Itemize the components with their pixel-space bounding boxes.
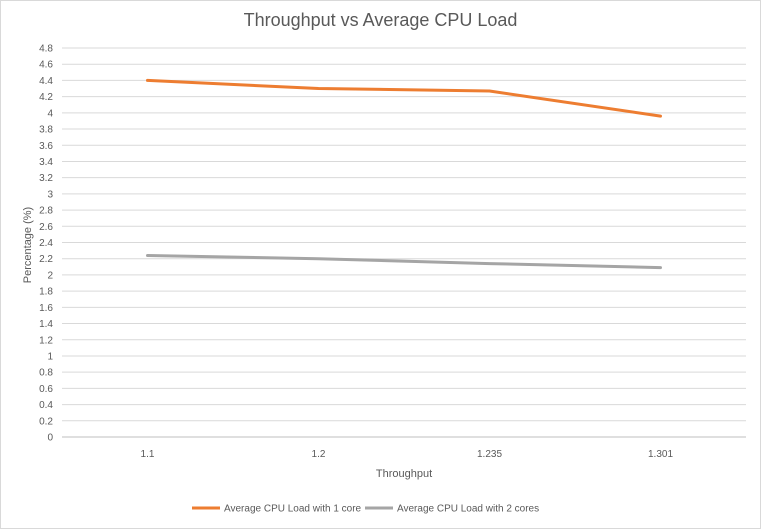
x-axis-title: Throughput bbox=[376, 468, 432, 480]
x-tick-label: 1.235 bbox=[477, 449, 502, 460]
legend-label: Average CPU Load with 2 cores bbox=[397, 504, 539, 515]
y-tick-label: 2.6 bbox=[39, 222, 53, 233]
y-tick-label: 1 bbox=[47, 351, 53, 362]
gridlines bbox=[62, 47, 746, 438]
y-tick-label: 4.6 bbox=[39, 60, 53, 71]
y-tick-label: 4.4 bbox=[39, 76, 53, 87]
y-axis-title: Percentage (%) bbox=[22, 207, 34, 283]
y-tick-label: 3.4 bbox=[39, 157, 53, 168]
y-tick-label: 4 bbox=[47, 108, 53, 119]
y-tick-label: 2 bbox=[47, 270, 53, 281]
y-tick-label: 1.2 bbox=[39, 335, 53, 346]
y-tick-label: 1.8 bbox=[39, 287, 53, 298]
y-tick-label: 3.6 bbox=[39, 141, 53, 152]
y-tick-label: 2.8 bbox=[39, 206, 53, 217]
y-tick-label: 3.2 bbox=[39, 173, 53, 184]
chart-title: Throughput vs Average CPU Load bbox=[243, 10, 518, 30]
x-axis-ticks: 1.1 1.2 1.235 1.301 bbox=[141, 449, 674, 460]
series-line-2 bbox=[146, 254, 662, 270]
y-tick-label: 0.2 bbox=[39, 416, 53, 427]
x-tick-label: 1.2 bbox=[312, 449, 326, 460]
y-tick-label: 2.4 bbox=[39, 238, 53, 249]
y-tick-label: 1.6 bbox=[39, 303, 53, 314]
y-tick-label: 4.2 bbox=[39, 92, 53, 103]
legend: Average CPU Load with 1 core Average CPU … bbox=[192, 504, 539, 515]
series-lines bbox=[146, 78, 662, 270]
x-tick-label: 1.1 bbox=[141, 449, 155, 460]
y-tick-label: 3.8 bbox=[39, 125, 53, 136]
y-tick-label: 3 bbox=[47, 189, 53, 200]
x-tick-label: 1.301 bbox=[648, 449, 673, 460]
y-tick-label: 0.6 bbox=[39, 384, 53, 395]
legend-label: Average CPU Load with 1 core bbox=[224, 504, 362, 515]
y-tick-label: 0.8 bbox=[39, 368, 53, 379]
y-tick-label: 0 bbox=[47, 433, 53, 444]
y-tick-label: 4.8 bbox=[39, 44, 53, 55]
y-tick-label: 0.4 bbox=[39, 400, 53, 411]
y-tick-label: 1.4 bbox=[39, 319, 53, 330]
series-line-1 bbox=[146, 78, 662, 118]
y-axis-ticks: 0 0.2 0.4 0.6 0.8 1 1.2 1.4 1.6 1.8 2 2.2 2.4 2.6 2.8 3… bbox=[39, 44, 53, 444]
y-tick-label: 2.2 bbox=[39, 254, 53, 265]
